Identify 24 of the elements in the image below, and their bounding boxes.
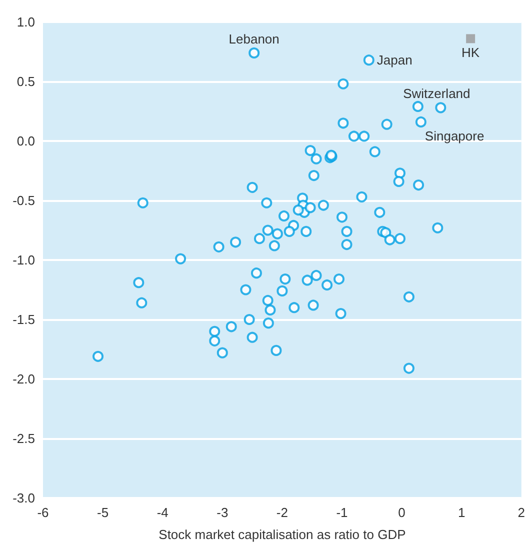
annotation: Singapore	[424, 128, 484, 144]
annotation: Lebanon	[228, 31, 280, 46]
annotation: Switzerland	[403, 86, 470, 102]
y-tick-label: -1.5	[12, 312, 35, 327]
x-tick-label: -5	[97, 505, 109, 520]
x-tick-label: -3	[216, 505, 228, 520]
x-tick-label: 0	[398, 505, 406, 520]
x-tick-label: 2	[518, 505, 525, 520]
x-tick-label: -4	[156, 505, 168, 520]
x-tick-label: 1	[458, 505, 466, 520]
y-tick-label: -3.0	[12, 490, 35, 506]
annotation: HK	[462, 45, 480, 60]
y-tick-label: -2.5	[12, 431, 35, 446]
y-tick-label: 0.0	[16, 134, 35, 148]
y-tick-label: -2.0	[12, 372, 35, 386]
x-tick-label: -6	[37, 505, 49, 520]
x-tick-label: -2	[276, 505, 288, 520]
y-tick-label: 1.0	[16, 14, 35, 30]
y-tick-label: -0.5	[12, 193, 35, 208]
x-tick-label: -1	[336, 505, 348, 520]
y-tick-label: -1.0	[12, 252, 35, 268]
y-tick-label: 0.5	[16, 74, 35, 89]
annotation: Japan	[376, 52, 412, 68]
x-axis-title: Stock market capitalisation as ratio to GDP	[158, 527, 406, 542]
